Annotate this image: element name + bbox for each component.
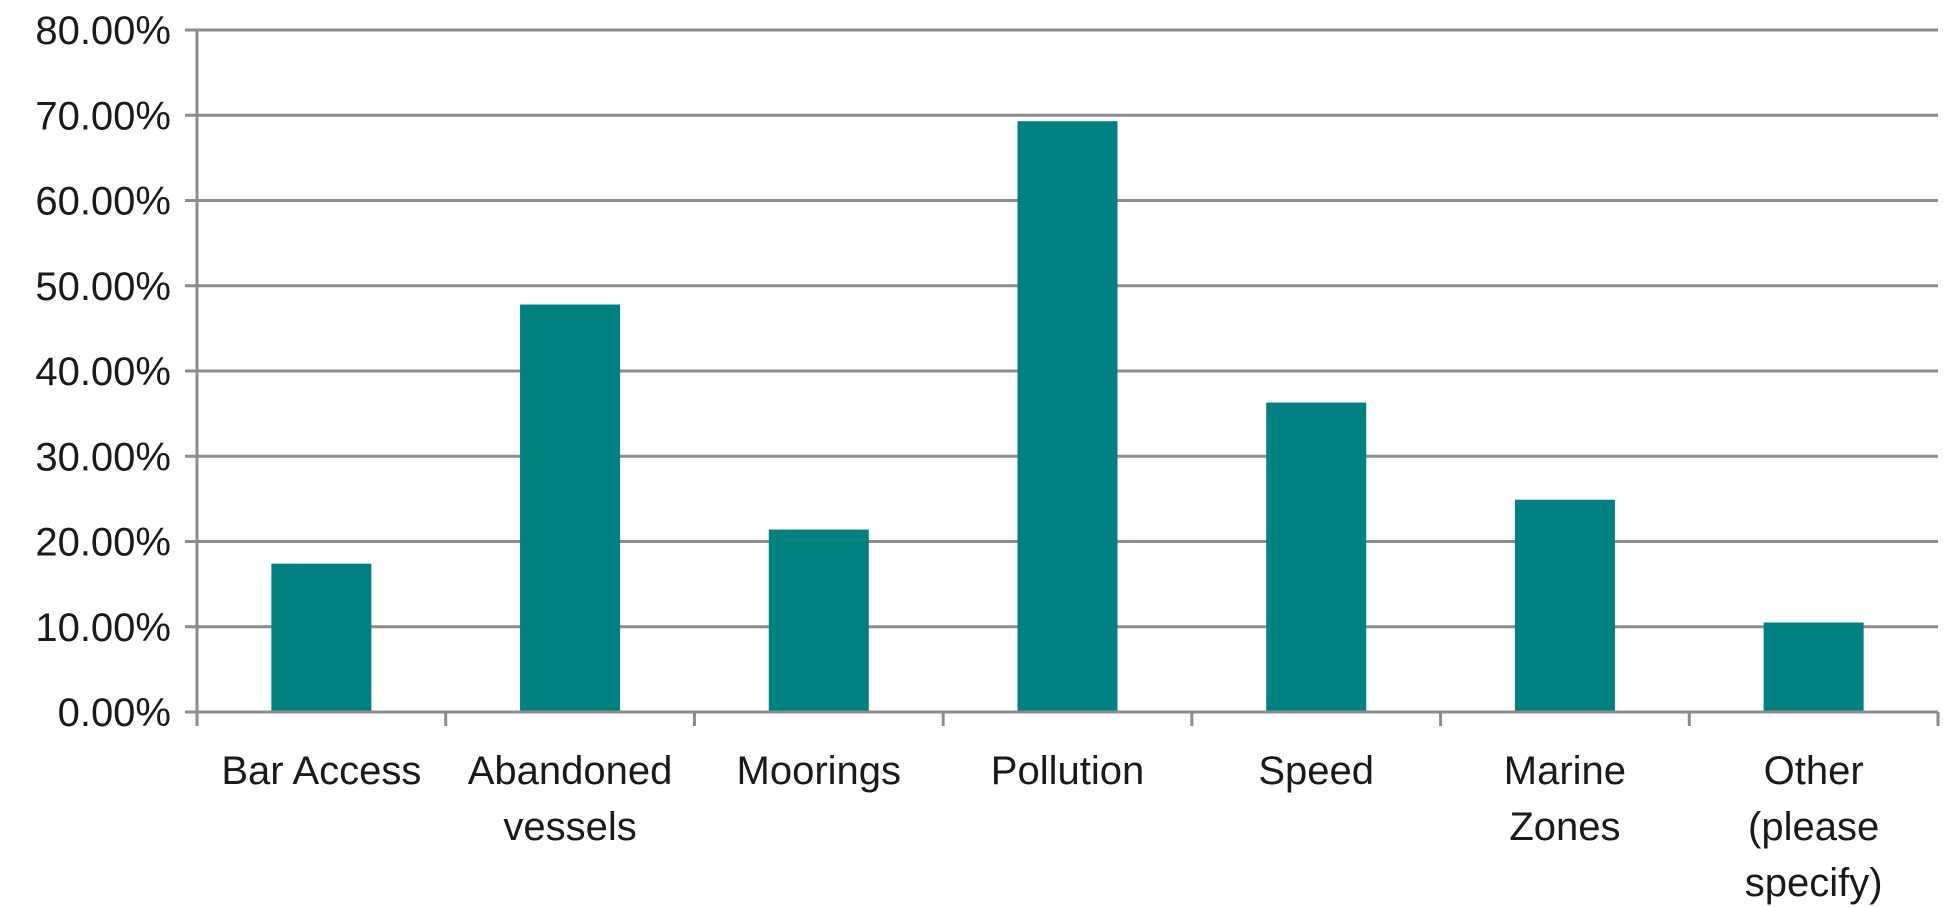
bar	[1514, 499, 1615, 712]
category-label: Speed	[1258, 749, 1374, 793]
y-tick-label: 20.00%	[35, 521, 171, 565]
axes	[185, 28, 1940, 726]
category-labels: Bar Access Abandoned vessels Moorings Pollut…	[221, 749, 1882, 905]
bar	[768, 529, 869, 712]
bar	[1017, 121, 1118, 712]
bar	[1266, 402, 1367, 712]
bar	[271, 563, 372, 712]
y-tick-label: 50.00%	[35, 265, 171, 309]
bars	[271, 121, 1864, 712]
category-label: Moorings	[737, 749, 902, 793]
category-label: Pollution	[991, 749, 1144, 793]
bar	[1763, 622, 1864, 712]
y-tick-label: 30.00%	[35, 435, 171, 479]
y-tick-label: 0.00%	[58, 691, 171, 735]
category-label: Marine Zones	[1504, 749, 1626, 849]
category-label: Bar Access	[221, 749, 421, 793]
y-tick-labels: 0.00% 10.00% 20.00% 30.00% 40.00% 50.00% 60.00…	[35, 9, 171, 735]
y-tick-label: 80.00%	[35, 9, 171, 53]
category-label: Other (please specify)	[1745, 749, 1883, 905]
y-tick-label: 70.00%	[35, 94, 171, 138]
y-tick-label: 40.00%	[35, 350, 171, 394]
bar	[520, 304, 621, 712]
category-label: Abandoned vessels	[468, 749, 673, 849]
y-tick-label: 60.00%	[35, 180, 171, 224]
y-tick-label: 10.00%	[35, 606, 171, 650]
